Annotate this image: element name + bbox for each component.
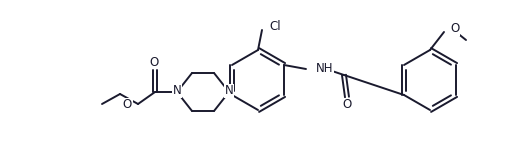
Text: NH: NH xyxy=(315,62,333,75)
Text: N: N xyxy=(172,84,181,97)
Text: Cl: Cl xyxy=(269,20,280,33)
Text: O: O xyxy=(149,55,159,69)
Text: O: O xyxy=(449,22,459,35)
Text: O: O xyxy=(123,98,132,111)
Text: O: O xyxy=(342,98,351,111)
Text: N: N xyxy=(224,84,233,97)
